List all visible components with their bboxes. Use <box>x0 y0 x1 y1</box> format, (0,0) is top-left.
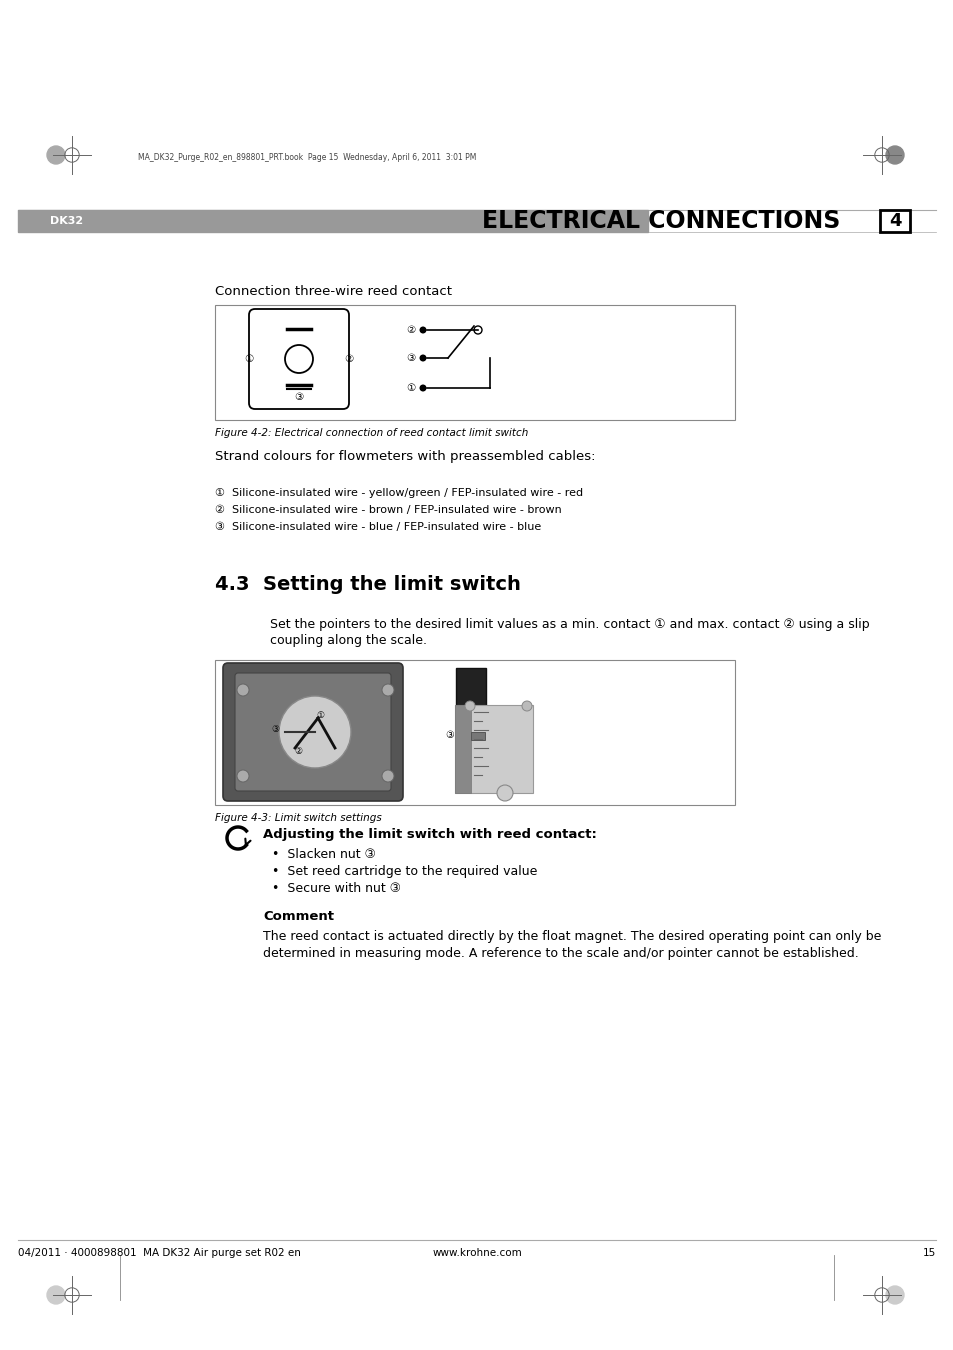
Text: Figure 4-2: Electrical connection of reed contact limit switch: Figure 4-2: Electrical connection of ree… <box>214 428 528 437</box>
FancyBboxPatch shape <box>223 663 402 801</box>
Circle shape <box>47 146 65 163</box>
Text: Strand colours for flowmeters with preassembled cables:: Strand colours for flowmeters with preas… <box>214 450 595 463</box>
Text: DK32: DK32 <box>50 216 83 225</box>
Text: ③: ③ <box>445 730 454 740</box>
Text: 04/2011 · 4000898801  MA DK32 Air purge set R02 en: 04/2011 · 4000898801 MA DK32 Air purge s… <box>18 1247 300 1258</box>
Text: •  Set reed cartridge to the required value: • Set reed cartridge to the required val… <box>272 865 537 878</box>
Text: Adjusting the limit switch with reed contact:: Adjusting the limit switch with reed con… <box>263 828 597 841</box>
Circle shape <box>885 146 903 163</box>
Text: ①  Silicone-insulated wire - yellow/green / FEP-insulated wire - red: ① Silicone-insulated wire - yellow/green… <box>214 487 582 498</box>
Circle shape <box>381 684 394 697</box>
Text: ③  Silicone-insulated wire - blue / FEP-insulated wire - blue: ③ Silicone-insulated wire - blue / FEP-i… <box>214 522 540 532</box>
Text: ②: ② <box>406 325 416 335</box>
Bar <box>455 705 471 792</box>
Circle shape <box>47 1287 65 1304</box>
FancyBboxPatch shape <box>249 309 349 409</box>
Bar <box>214 305 734 420</box>
Text: •  Slacken nut ③: • Slacken nut ③ <box>272 848 375 861</box>
Bar <box>214 660 734 805</box>
Text: MA_DK32_Purge_R02_en_898801_PRT.book  Page 15  Wednesday, April 6, 2011  3:01 PM: MA_DK32_Purge_R02_en_898801_PRT.book Pag… <box>138 153 476 162</box>
Text: 15: 15 <box>922 1247 935 1258</box>
Text: ③: ③ <box>271 725 279 734</box>
Bar <box>455 705 533 792</box>
Text: Connection three-wire reed contact: Connection three-wire reed contact <box>214 285 452 298</box>
Circle shape <box>236 684 249 697</box>
Circle shape <box>885 1287 903 1304</box>
Text: Comment: Comment <box>263 910 334 923</box>
Text: Set the pointers to the desired limit values as a min. contact ① and max. contac: Set the pointers to the desired limit va… <box>270 618 869 630</box>
Circle shape <box>464 701 475 711</box>
Text: 4.3  Setting the limit switch: 4.3 Setting the limit switch <box>214 575 520 594</box>
Circle shape <box>236 769 249 782</box>
Text: coupling along the scale.: coupling along the scale. <box>270 634 427 647</box>
Bar <box>879 211 909 232</box>
Circle shape <box>419 327 426 333</box>
Text: ELECTRICAL CONNECTIONS: ELECTRICAL CONNECTIONS <box>481 209 840 234</box>
Text: Figure 4-3: Limit switch settings: Figure 4-3: Limit switch settings <box>214 813 381 823</box>
Text: www.krohne.com: www.krohne.com <box>432 1247 521 1258</box>
Text: determined in measuring mode. A reference to the scale and/or pointer cannot be : determined in measuring mode. A referenc… <box>263 946 858 960</box>
Circle shape <box>419 385 426 391</box>
Text: ③: ③ <box>406 352 416 363</box>
Text: ①: ① <box>406 383 416 393</box>
Text: The reed contact is actuated directly by the float magnet. The desired operating: The reed contact is actuated directly by… <box>263 930 881 944</box>
Circle shape <box>381 769 394 782</box>
Circle shape <box>278 697 351 768</box>
Text: 4: 4 <box>888 212 901 230</box>
Bar <box>18 211 647 232</box>
Text: ②  Silicone-insulated wire - brown / FEP-insulated wire - brown: ② Silicone-insulated wire - brown / FEP-… <box>214 505 561 514</box>
Text: ①: ① <box>245 354 253 364</box>
Bar <box>471 732 484 740</box>
Text: ②: ② <box>344 354 353 364</box>
Text: •  Secure with nut ③: • Secure with nut ③ <box>272 882 400 895</box>
Bar <box>456 668 485 707</box>
Circle shape <box>419 355 426 362</box>
Circle shape <box>497 784 513 801</box>
Text: ②: ② <box>294 748 302 756</box>
Circle shape <box>521 701 532 711</box>
Text: ③: ③ <box>294 392 303 402</box>
Text: ①: ① <box>315 710 324 720</box>
FancyBboxPatch shape <box>234 674 391 791</box>
